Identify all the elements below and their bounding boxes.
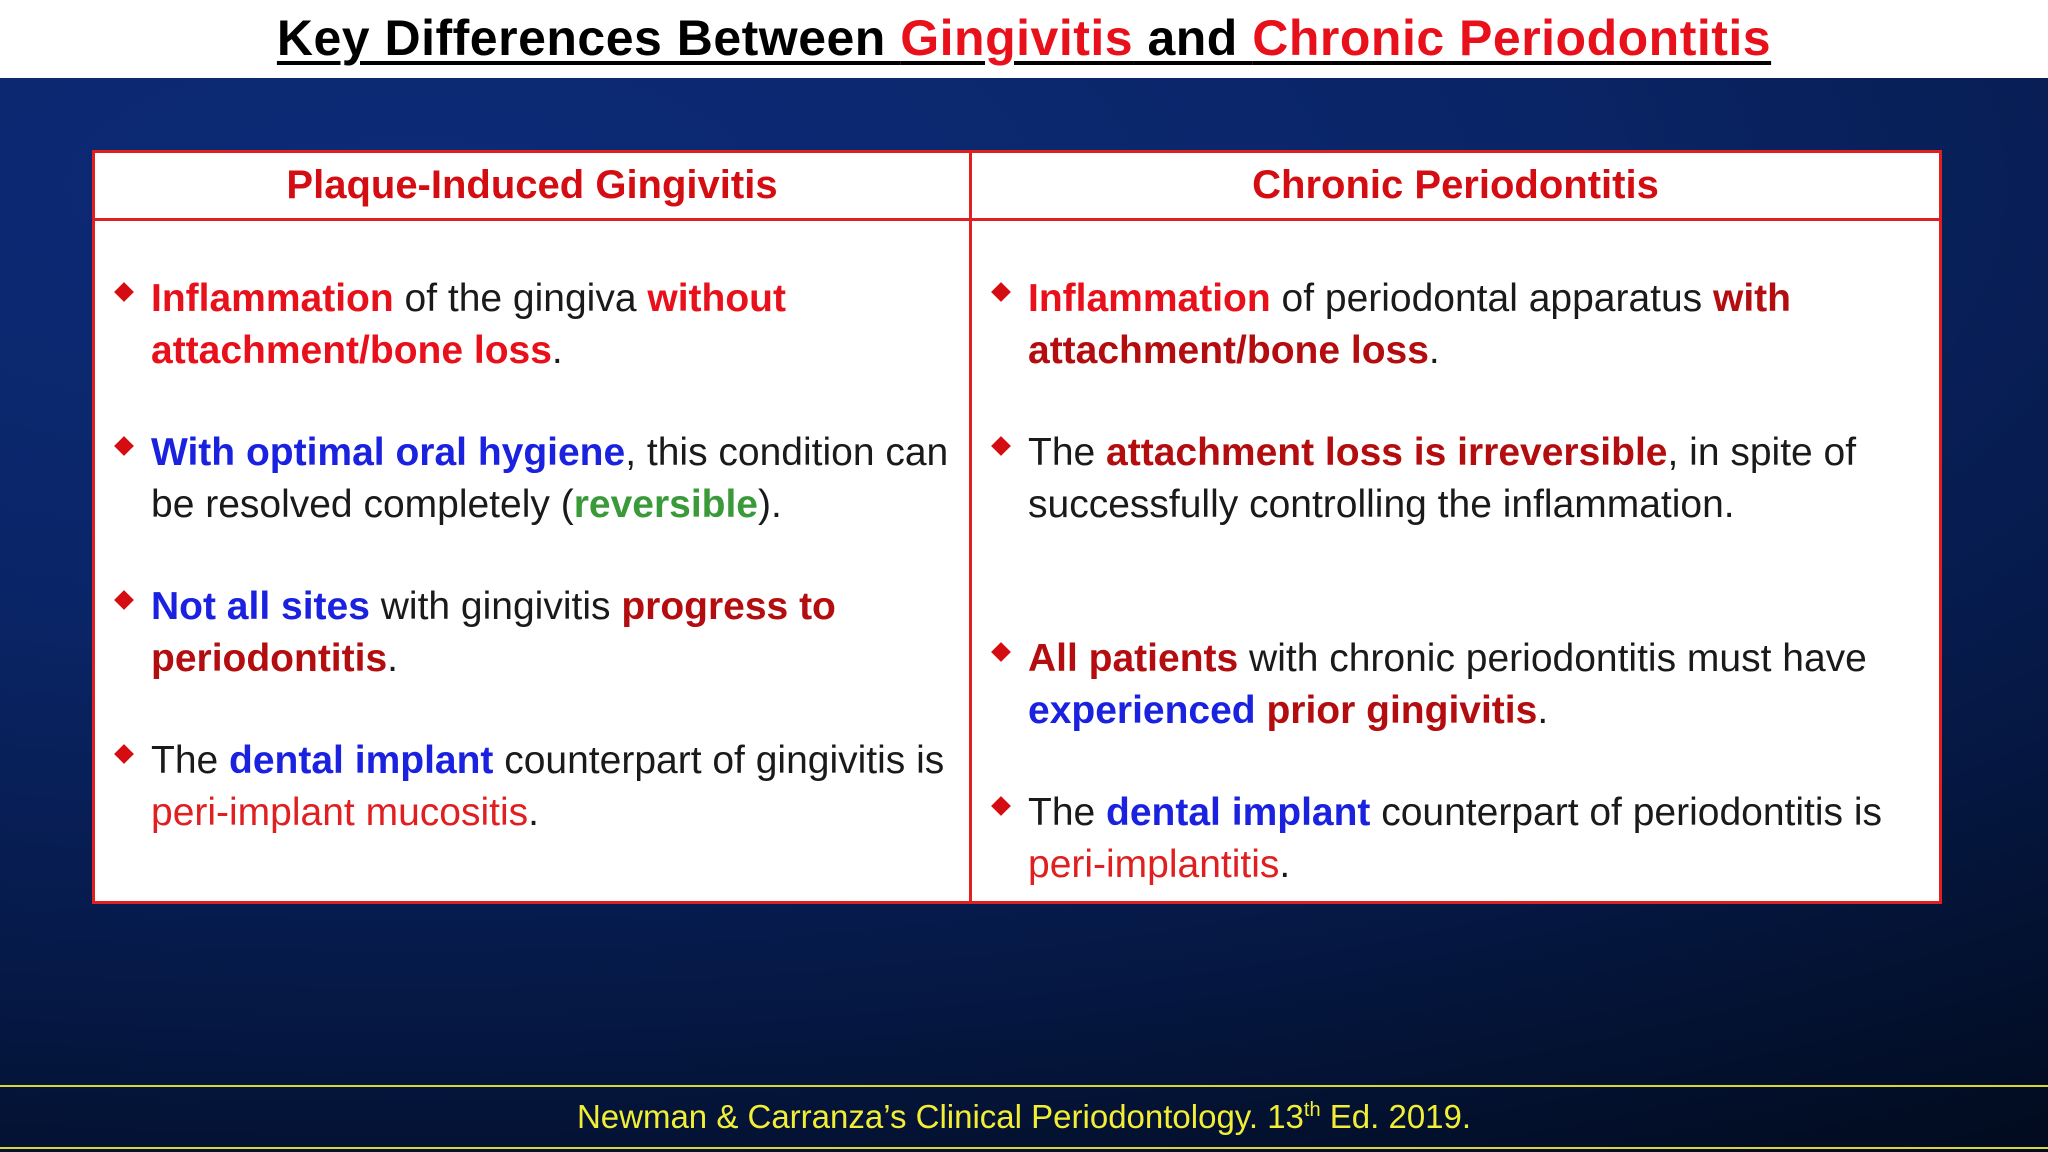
emphasis-text: without attachment/bone loss: [151, 277, 786, 372]
body-text: .: [387, 637, 398, 680]
slide-background: Plaque-Induced Gingivitis Chronic Period…: [0, 78, 2048, 1152]
column-divider: [969, 153, 972, 901]
highlight-text: peri-implant mucositis: [151, 791, 529, 834]
slide-title: Key Differences Between Gingivitis and C…: [277, 6, 1771, 70]
title-bar: Key Differences Between Gingivitis and C…: [0, 0, 2048, 78]
body-text: .: [1537, 689, 1549, 732]
emphasis-text: experienced: [1028, 689, 1256, 732]
emphasis-text: Inflammation: [151, 277, 394, 320]
comparison-table: Plaque-Induced Gingivitis Chronic Period…: [92, 150, 1942, 904]
diamond-bullet-icon: [991, 282, 1011, 302]
citation-edition: Ed. 2019.: [1320, 1098, 1472, 1135]
periodontitis-column: Inflammation of periodontal apparatus wi…: [990, 273, 1940, 941]
diamond-bullet-icon: [991, 796, 1011, 816]
body-text: .: [1428, 329, 1440, 372]
body-text: , in spite of successfully controlling t…: [1028, 431, 1857, 526]
body-text: counterpart of periodontitis is: [1370, 791, 1883, 834]
title-part-2: and: [1133, 10, 1253, 66]
list-item: All patients with chronic periodontitis …: [990, 633, 1940, 737]
citation-text: Newman & Carranza’s Clinical Periodontol…: [577, 1087, 1471, 1147]
gingivitis-column: Inflammation of the gingiva without atta…: [113, 273, 963, 889]
citation-superscript: th: [1303, 1099, 1321, 1121]
list-item: Inflammation of periodontal apparatus wi…: [990, 273, 1940, 377]
diamond-bullet-icon: [114, 436, 134, 456]
title-term-gingivitis: Gingivitis: [900, 10, 1134, 66]
table-header-row: Plaque-Induced Gingivitis Chronic Period…: [95, 153, 1939, 221]
list-item: The dental implant counterpart of period…: [990, 787, 1940, 891]
emphasis-text: progress to periodontitis: [151, 585, 836, 680]
body-text: with chronic periodontitis must have: [1238, 637, 1867, 680]
list-item: Not all sites with gingivitis progress t…: [113, 581, 963, 685]
emphasis-text: attachment loss is irreversible: [1106, 431, 1668, 474]
emphasis-text: With optimal oral hygiene: [151, 431, 626, 474]
diamond-bullet-icon: [114, 590, 134, 610]
body-text: with gingivitis: [369, 585, 622, 628]
emphasis-text: All patients: [1028, 637, 1239, 680]
citation-main: Newman & Carranza’s Clinical Periodontol…: [576, 1098, 1304, 1135]
emphasis-text: prior gingivitis: [1266, 689, 1538, 732]
body-text: .: [528, 791, 539, 834]
title-part-1: Key Differences Between: [276, 10, 901, 66]
list-item: Inflammation of the gingiva without atta…: [113, 273, 963, 377]
emphasis-text: dental implant: [1106, 791, 1371, 834]
diamond-bullet-icon: [114, 744, 134, 764]
diamond-bullet-icon: [991, 436, 1011, 456]
body-text: .: [551, 329, 563, 372]
citation-footer: Newman & Carranza’s Clinical Periodontol…: [0, 1085, 2048, 1149]
body-text: of periodontal apparatus: [1270, 277, 1713, 320]
emphasis-text: dental implant: [229, 739, 494, 782]
body-text: The: [151, 739, 230, 782]
emphasis-text: Inflammation: [1028, 277, 1271, 320]
body-text: of the gingiva: [393, 277, 648, 320]
emphasis-text: with attachment/bone loss: [1028, 277, 1791, 372]
header-chronic-periodontitis: Chronic Periodontitis: [1252, 163, 1659, 207]
body-text: [1256, 689, 1267, 732]
diamond-bullet-icon: [114, 282, 134, 302]
body-text: The: [1028, 431, 1107, 474]
highlight-text: peri-implantitis: [1028, 843, 1280, 886]
list-item: With optimal oral hygiene, this conditio…: [113, 427, 963, 531]
body-text: , this condition can be resolved complet…: [151, 431, 949, 526]
title-term-chronic-periodontitis: Chronic Periodontitis: [1252, 10, 1772, 66]
body-text: counterpart of gingivitis is: [493, 739, 945, 782]
body-text: .: [1279, 843, 1291, 886]
header-plaque-induced-gingivitis: Plaque-Induced Gingivitis: [286, 163, 778, 207]
diamond-bullet-icon: [991, 642, 1011, 662]
emphasis-text: Not all sites: [151, 585, 370, 628]
emphasis-text: reversible: [573, 483, 759, 526]
list-item: The dental implant counterpart of gingiv…: [113, 735, 963, 839]
body-text: The: [1028, 791, 1107, 834]
list-item: The attachment loss is irreversible, in …: [990, 427, 1940, 531]
body-text: ).: [758, 483, 782, 526]
